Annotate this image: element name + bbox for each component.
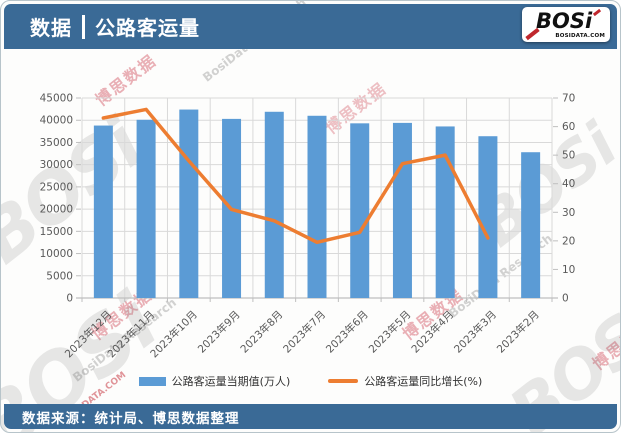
bosi-logo: BOSi BOSIDATA.COM	[522, 7, 610, 42]
legend-item-bar: 公路客运量当期值(万人)	[138, 373, 291, 389]
svg-text:20000: 20000	[40, 204, 73, 216]
page-title-prefix: 数据	[30, 16, 72, 40]
svg-text:20: 20	[562, 235, 575, 247]
svg-text:5000: 5000	[46, 270, 73, 282]
svg-text:2023年4月: 2023年4月	[409, 308, 457, 356]
svg-text:25000: 25000	[40, 181, 73, 193]
svg-text:0: 0	[66, 293, 73, 305]
svg-text:30000: 30000	[40, 159, 73, 171]
svg-text:40: 40	[562, 178, 575, 190]
svg-text:10000: 10000	[40, 248, 73, 260]
legend-line-swatch	[328, 379, 359, 383]
svg-text:2023年9月: 2023年9月	[195, 308, 243, 356]
legend-bar-label: 公路客运量当期值(万人)	[171, 375, 291, 388]
svg-text:2023年7月: 2023年7月	[280, 308, 328, 356]
data-source-text: 数据来源：统计局、博思数据整理	[22, 410, 240, 427]
svg-text:0: 0	[562, 293, 569, 305]
legend-bar-swatch	[138, 376, 166, 386]
svg-text:2023年8月: 2023年8月	[238, 308, 286, 356]
title-divider	[82, 14, 85, 39]
legend-item-line: 公路客运量同比增长(%)	[328, 373, 482, 389]
svg-text:2023年6月: 2023年6月	[323, 308, 371, 356]
logo-red-accent-icon	[592, 8, 602, 17]
source-bar: 数据来源：统计局、博思数据整理	[4, 404, 617, 429]
legend-line-label: 公路客运量同比增长(%)	[364, 375, 483, 388]
svg-text:30: 30	[562, 207, 575, 219]
page-title: 公路客运量	[95, 16, 200, 40]
svg-text:2023年5月: 2023年5月	[366, 308, 414, 356]
header-bar: 数据 公路客运量	[4, 4, 617, 49]
svg-text:45000: 45000	[40, 93, 73, 105]
logo-site-text: BOSIDATA.COM	[555, 33, 605, 39]
svg-text:70: 70	[562, 93, 575, 105]
svg-text:50: 50	[562, 150, 575, 162]
svg-text:15000: 15000	[40, 226, 73, 238]
svg-text:10: 10	[562, 264, 575, 276]
svg-text:2023年3月: 2023年3月	[451, 308, 499, 356]
svg-text:2023年2月: 2023年2月	[494, 308, 542, 356]
logo-text: BOSi	[536, 9, 593, 33]
svg-text:40000: 40000	[40, 115, 73, 127]
chart-legend: 公路客运量当期值(万人) 公路客运量同比增长(%)	[1, 373, 620, 389]
svg-text:60: 60	[562, 121, 575, 133]
svg-text:35000: 35000	[40, 137, 73, 149]
